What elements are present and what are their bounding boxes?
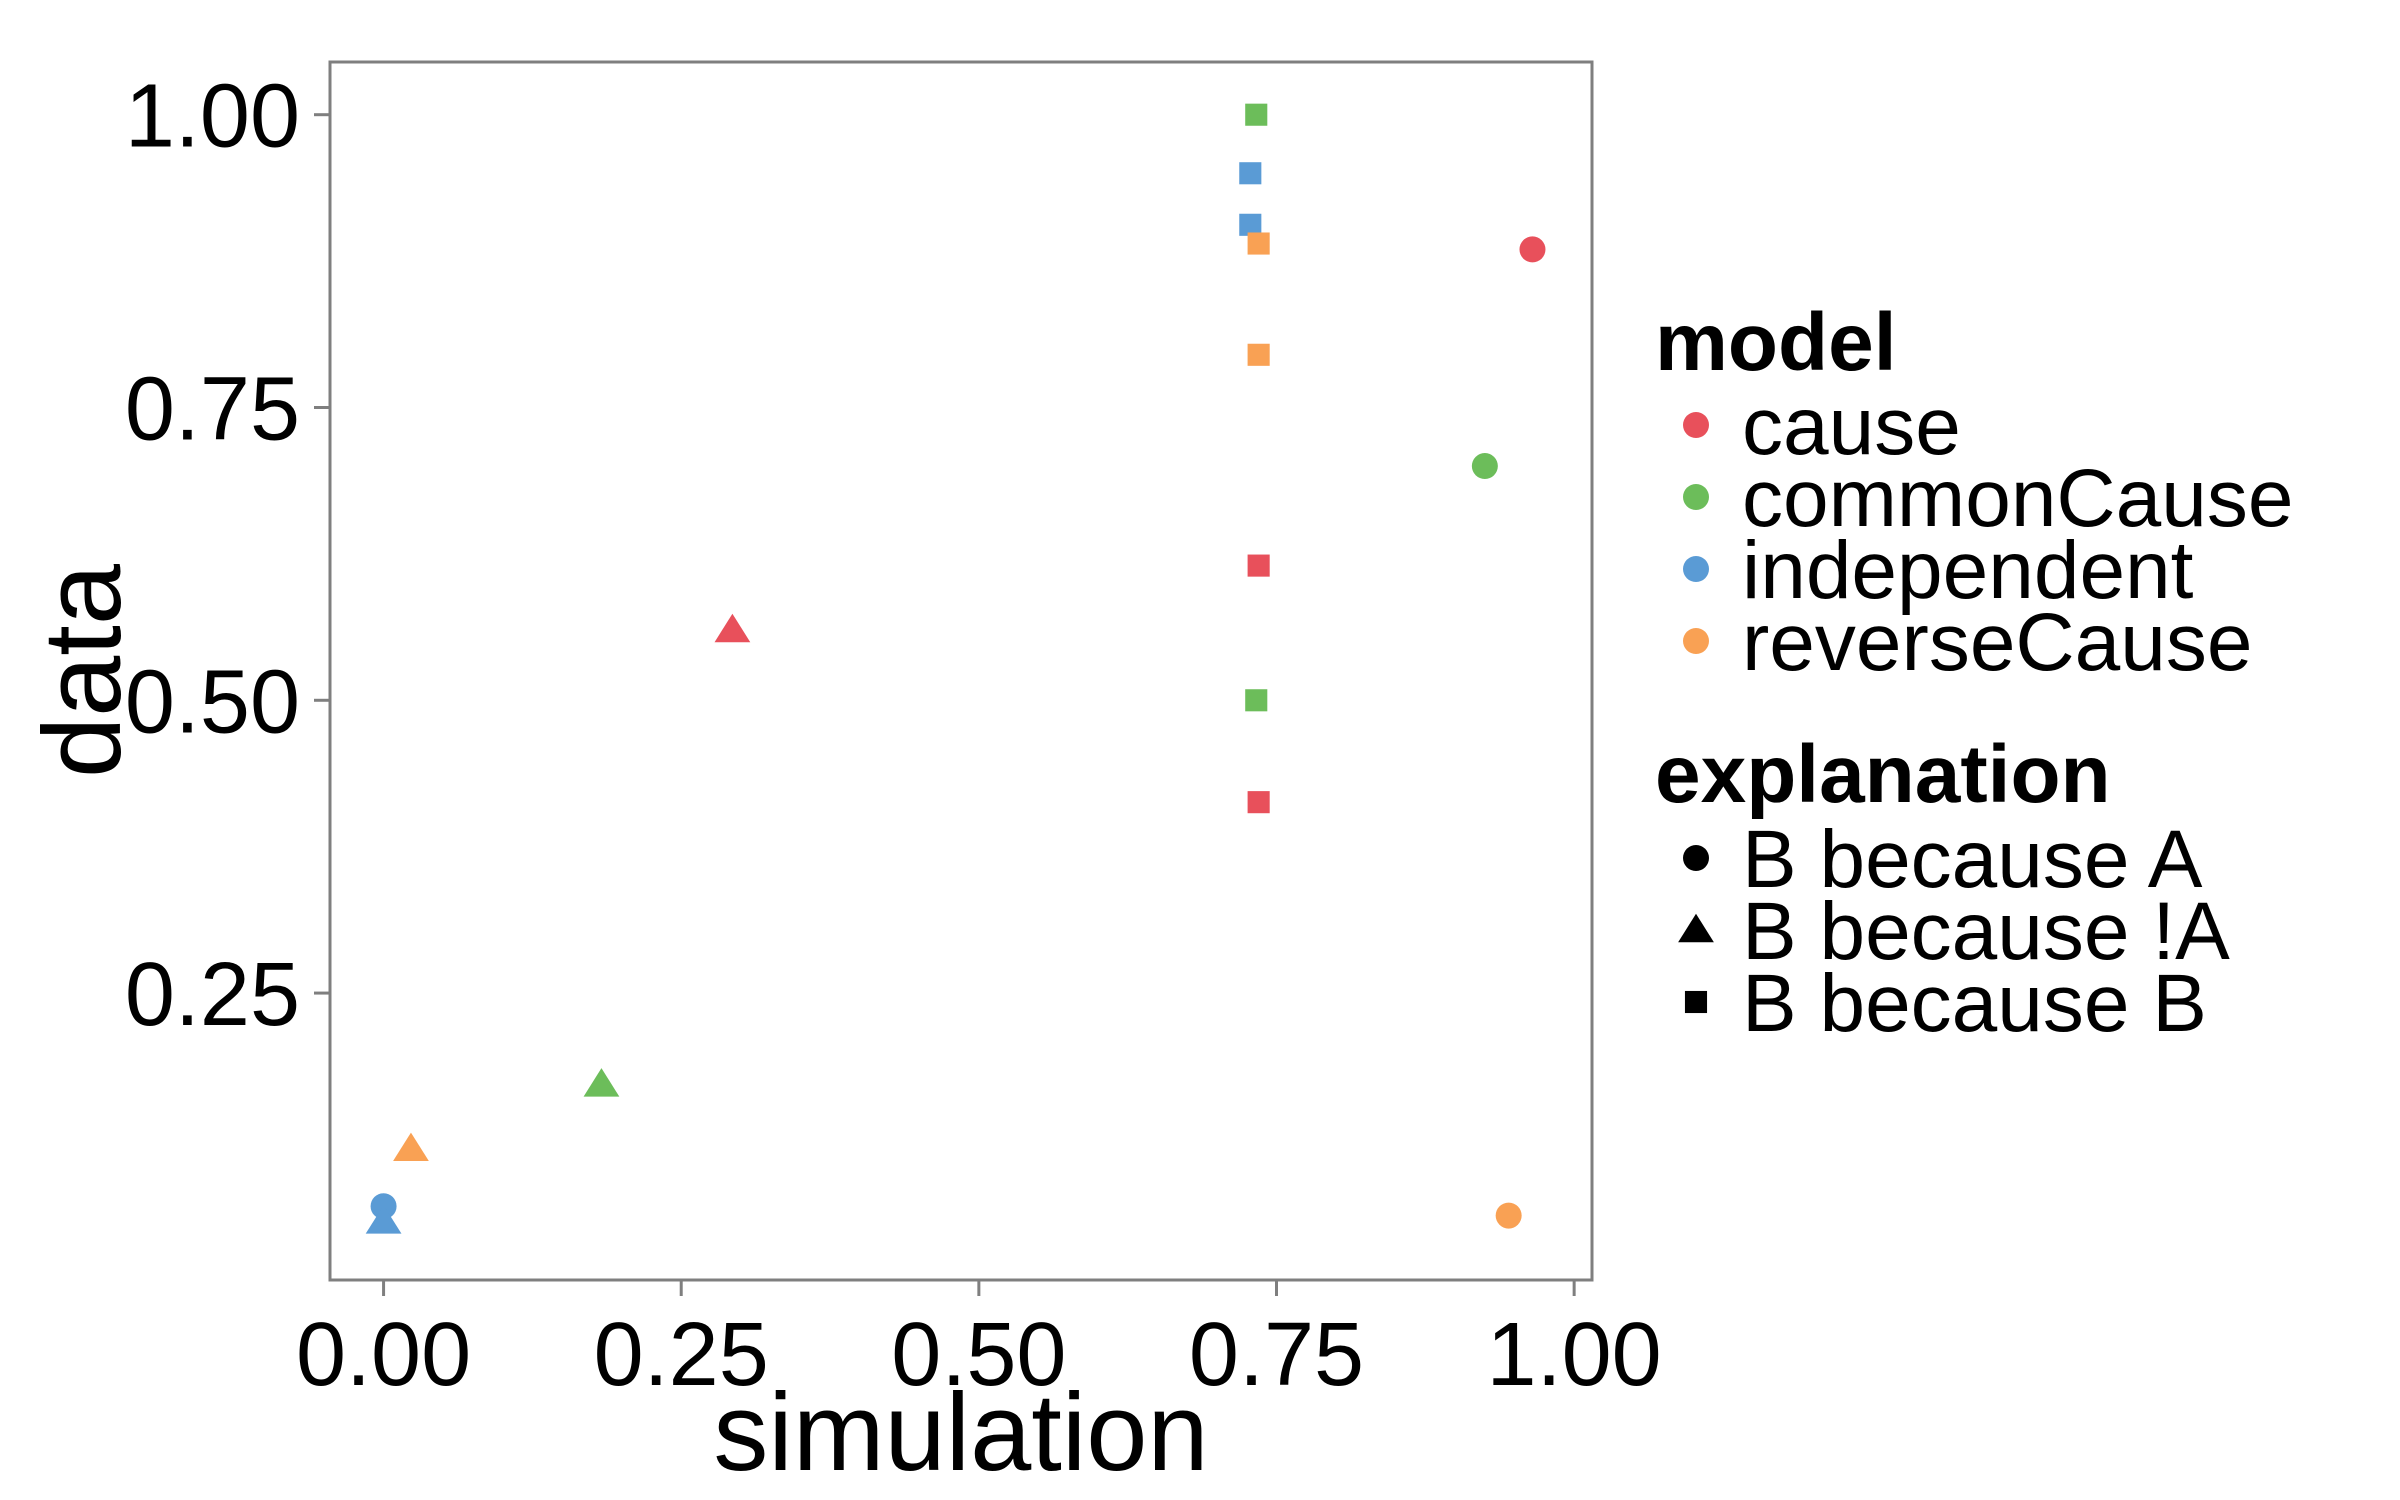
legend-key-independent — [1683, 556, 1709, 582]
y-tick-label: 1.00 — [125, 67, 300, 167]
y-axis: 0.25 0.50 0.75 1.00 — [125, 67, 330, 1045]
data-point — [365, 1205, 402, 1234]
legend-label-reverseCause: reverseCause — [1742, 597, 2252, 688]
data-point — [1247, 554, 1270, 577]
data-point — [1247, 232, 1270, 255]
x-tick-label: 0.25 — [594, 1305, 769, 1405]
legend-key-commonCause — [1683, 484, 1709, 510]
data-point — [1471, 453, 1498, 480]
shape-legend-entries: B because AB because !AB because B — [1678, 814, 2230, 1049]
data-point — [1495, 1202, 1522, 1229]
legend-label-cause: cause — [1742, 381, 1961, 472]
legend: model causecommonCauseindependentreverse… — [1655, 297, 2293, 1049]
data-point — [1239, 162, 1262, 185]
data-point — [1519, 236, 1546, 263]
data-point — [1247, 791, 1270, 814]
data-point — [583, 1068, 620, 1097]
data-point — [1245, 689, 1268, 712]
legend-label-triangle: B because !A — [1742, 886, 2230, 977]
legend-label-commonCause: commonCause — [1742, 453, 2293, 544]
legend-key-square — [1684, 990, 1708, 1014]
data-points — [365, 103, 1546, 1234]
legend-title-explanation: explanation — [1655, 729, 2111, 820]
legend-key-triangle — [1678, 913, 1714, 943]
data-point — [714, 613, 751, 643]
x-tick-label: 0.00 — [296, 1305, 471, 1405]
y-tick-label: 0.25 — [125, 945, 300, 1045]
data-point — [1247, 343, 1270, 366]
y-tick-label: 0.75 — [125, 359, 300, 459]
data-point — [1245, 103, 1268, 126]
x-tick-label: 0.75 — [1189, 1305, 1364, 1405]
legend-key-reverseCause — [1683, 628, 1709, 654]
x-axis-title: simulation — [713, 1371, 1208, 1494]
legend-label-independent: independent — [1742, 525, 2194, 616]
x-tick-label: 1.00 — [1487, 1305, 1662, 1405]
data-point — [1239, 213, 1262, 236]
plot-panel — [328, 60, 1594, 1282]
legend-title-model: model — [1655, 297, 1896, 388]
legend-key-circle — [1683, 845, 1709, 871]
y-tick-label: 0.50 — [125, 652, 300, 752]
y-axis-title: data — [21, 563, 144, 778]
data-point — [393, 1132, 429, 1162]
x-axis: 0.00 0.25 0.50 0.75 1.00 — [296, 1280, 1662, 1405]
legend-label-square: B because B — [1742, 958, 2207, 1049]
x-tick-label: 0.50 — [891, 1305, 1066, 1405]
legend-label-circle: B because A — [1742, 814, 2203, 905]
legend-key-cause — [1683, 412, 1709, 438]
